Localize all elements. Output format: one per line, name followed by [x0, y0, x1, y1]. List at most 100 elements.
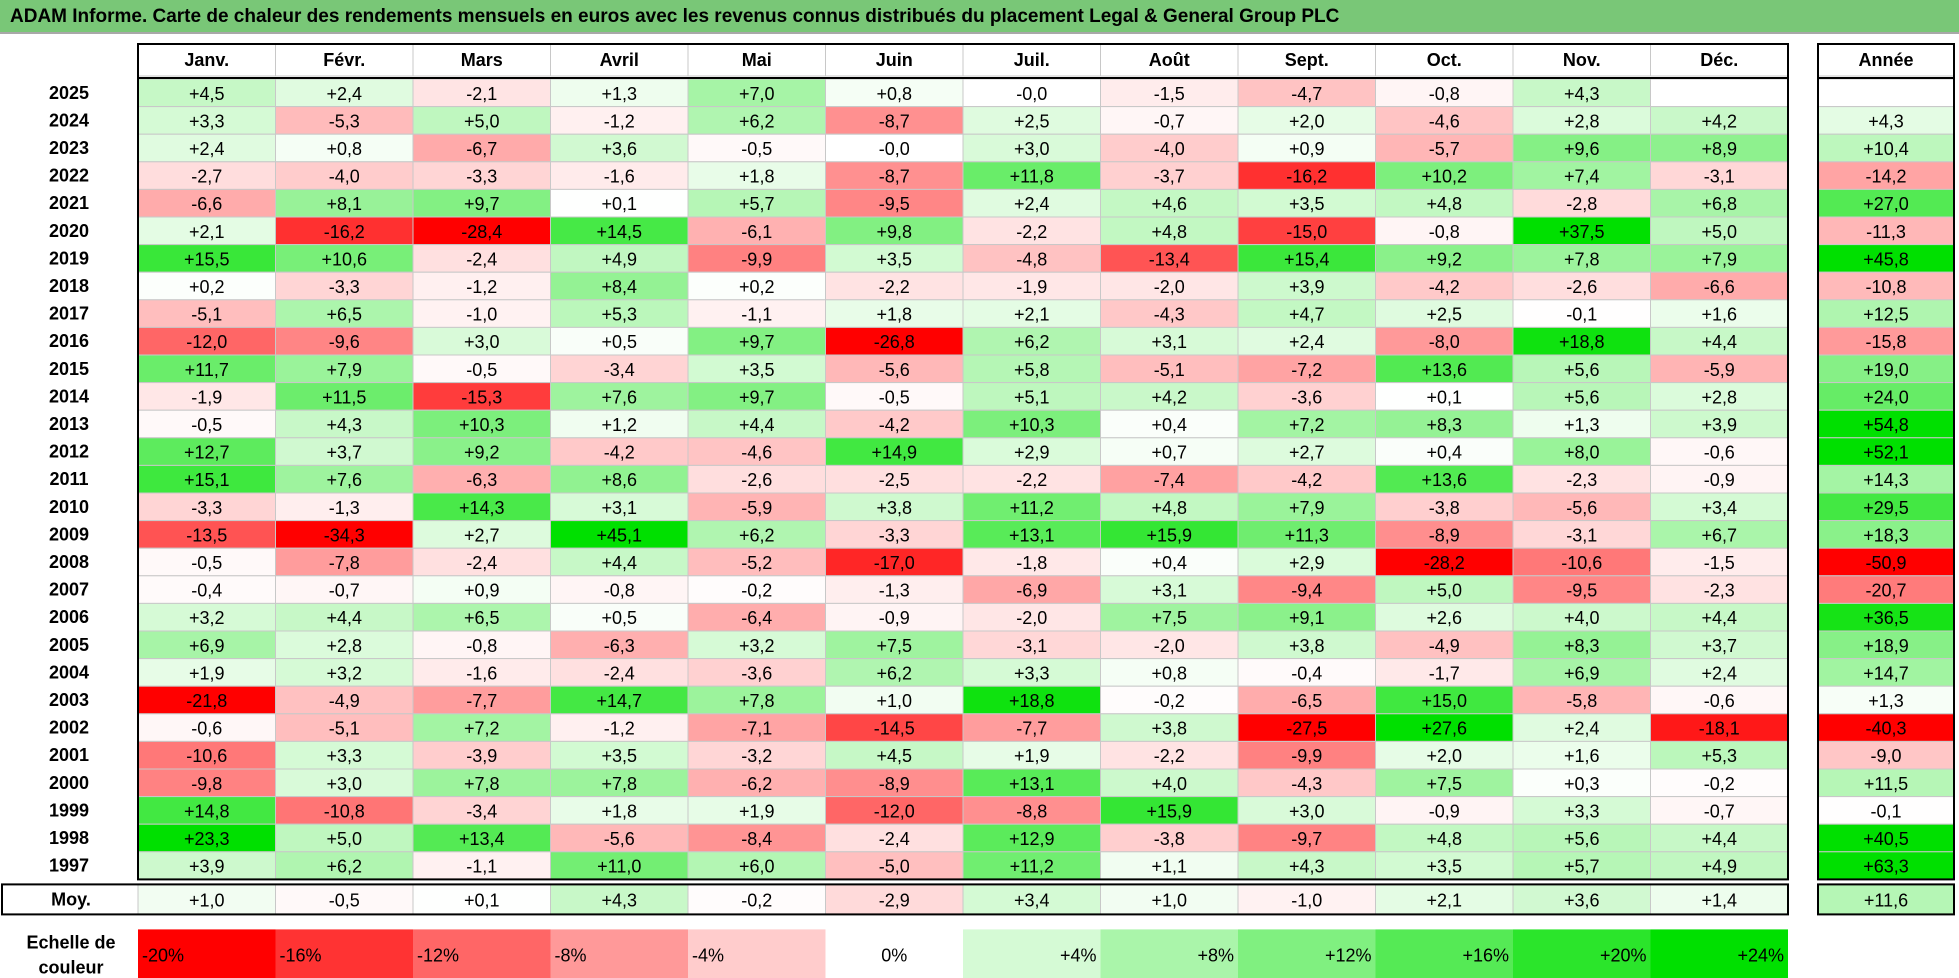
cell-value: +3,5	[1289, 194, 1325, 214]
heatmap-cell	[137, 382, 276, 411]
heatmap-cell	[1100, 492, 1239, 522]
heatmap-cell	[962, 78, 1101, 108]
cell-value: +0,9	[464, 581, 500, 601]
year-label-2023: 2023	[49, 138, 89, 158]
cell-value: +7,2	[1289, 415, 1325, 435]
cell-value: +3,6	[601, 139, 637, 159]
cell-value: +11,2	[1010, 857, 1054, 877]
heatmap-cell	[1512, 630, 1651, 660]
cell-value: +5,3	[601, 305, 637, 325]
cell-value: -0,4	[1291, 663, 1322, 683]
cell-value: -3,6	[1291, 387, 1322, 407]
year-label-2018: 2018	[49, 276, 89, 296]
cell-value: -0,7	[329, 581, 360, 601]
cell-value: -26,8	[874, 332, 915, 352]
cell-value: +2,7	[464, 525, 500, 545]
heatmap-cell	[275, 106, 414, 135]
heatmap-cell	[1237, 78, 1376, 108]
annual-value: +14,3	[1863, 470, 1909, 490]
heatmap-cell	[962, 326, 1101, 356]
cell-value: -3,6	[741, 663, 772, 683]
cell-value: +3,1	[1151, 332, 1187, 352]
heatmap-cell	[1375, 244, 1514, 273]
cell-value: -0,4	[191, 581, 222, 601]
heatmap-cell	[1512, 575, 1651, 604]
scale-swatch	[963, 929, 1101, 978]
cell-value: +3,8	[876, 498, 912, 518]
average-value: -0,5	[329, 890, 360, 910]
cell-value: +1,2	[601, 415, 637, 435]
heatmap-cell	[825, 299, 964, 328]
average-value: +2,1	[1426, 890, 1462, 910]
average-cell	[1237, 883, 1376, 915]
cell-value: +37,5	[1559, 222, 1605, 242]
chart-title: ADAM Informe. Carte de chaleur des rende…	[10, 6, 1340, 27]
cell-value: +3,9	[1701, 415, 1737, 435]
heatmap-cell	[825, 547, 964, 577]
heatmap-cell	[275, 520, 414, 549]
cell-value: +8,9	[1701, 139, 1737, 159]
heatmap-cell	[825, 326, 964, 356]
heatmap-cell	[1650, 492, 1789, 522]
cell-value: -0,8	[1429, 84, 1460, 104]
cell-value: -7,4	[1154, 470, 1185, 490]
cell-value: +1,8	[601, 801, 637, 821]
cell-value: -3,1	[1016, 636, 1047, 656]
heatmap-cell	[825, 409, 964, 439]
heatmap-cell	[550, 520, 689, 549]
cell-value: +7,9	[1289, 498, 1325, 518]
cell-value: -6,7	[466, 139, 497, 159]
cell-value: +0,1	[1426, 387, 1462, 407]
heatmap-cell	[825, 382, 964, 411]
scale-swatch	[1238, 929, 1376, 978]
heatmap-cell	[1100, 547, 1239, 577]
heatmap-cell	[275, 796, 414, 825]
cell-value: +9,7	[739, 332, 775, 352]
cell-value: +4,8	[1426, 194, 1462, 214]
cell-value: -0,2	[1154, 691, 1185, 711]
scale-swatch	[1513, 929, 1651, 978]
heatmap-cell	[1650, 409, 1789, 439]
heatmap-cell	[1100, 354, 1239, 384]
cell-value: -6,4	[741, 608, 772, 628]
scale-label: -8%	[555, 945, 587, 965]
cell-value: +15,9	[1146, 801, 1192, 821]
cell-value: -3,3	[466, 167, 497, 187]
cell-value: +11,2	[1010, 498, 1054, 518]
heatmap-cell	[550, 768, 689, 798]
year-label-2008: 2008	[49, 552, 89, 572]
heatmap-cell	[1100, 658, 1239, 687]
heatmap-cell	[412, 188, 551, 218]
cell-value: -0,8	[1429, 222, 1460, 242]
heatmap-cell	[1100, 768, 1239, 798]
cell-value: +3,5	[876, 249, 912, 269]
heatmap-cell	[275, 547, 414, 577]
cell-value: +5,7	[739, 194, 775, 214]
heatmap-cell	[1237, 575, 1376, 604]
heatmap-cell	[1512, 520, 1651, 549]
cell-value: +4,3	[326, 415, 362, 435]
cell-value: +1,6	[1564, 746, 1600, 766]
cell-value: +5,6	[1564, 387, 1600, 407]
cell-value: +3,9	[189, 857, 225, 877]
month-header-cell	[1237, 43, 1376, 77]
scale-swatch	[1375, 929, 1513, 978]
heatmap-cell	[1237, 658, 1376, 687]
cell-value: +8,1	[326, 194, 362, 214]
heatmap-cell	[137, 244, 276, 273]
cell-value: -5,9	[1704, 360, 1735, 380]
cell-value: -2,6	[1566, 277, 1597, 297]
annual-value: +14,7	[1863, 663, 1909, 683]
annual-value: +19,0	[1863, 360, 1909, 380]
cell-value: +9,6	[1564, 139, 1600, 159]
heatmap-cell	[687, 106, 826, 135]
cell-value: +13,4	[459, 829, 505, 849]
cell-value: -28,4	[461, 222, 502, 242]
cell-value: +14,9	[871, 443, 917, 463]
cell-value: +4,2	[1151, 387, 1187, 407]
heatmap-cell	[962, 685, 1101, 715]
cell-value: +6,9	[189, 636, 225, 656]
annual-value: +40,5	[1863, 829, 1909, 849]
cell-value: -3,2	[741, 746, 772, 766]
cell-value: +2,8	[1564, 111, 1600, 131]
